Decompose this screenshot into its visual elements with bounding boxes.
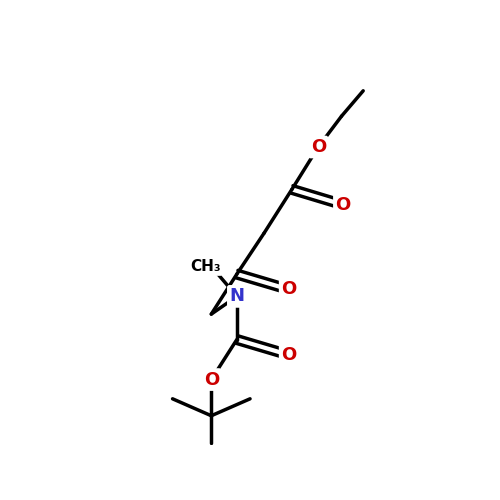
Text: N: N [230, 288, 244, 306]
Text: CH₃: CH₃ [190, 259, 220, 274]
Text: O: O [310, 138, 326, 156]
Text: O: O [336, 196, 350, 214]
Text: O: O [281, 280, 296, 298]
Text: O: O [204, 370, 219, 388]
Text: O: O [281, 346, 296, 364]
